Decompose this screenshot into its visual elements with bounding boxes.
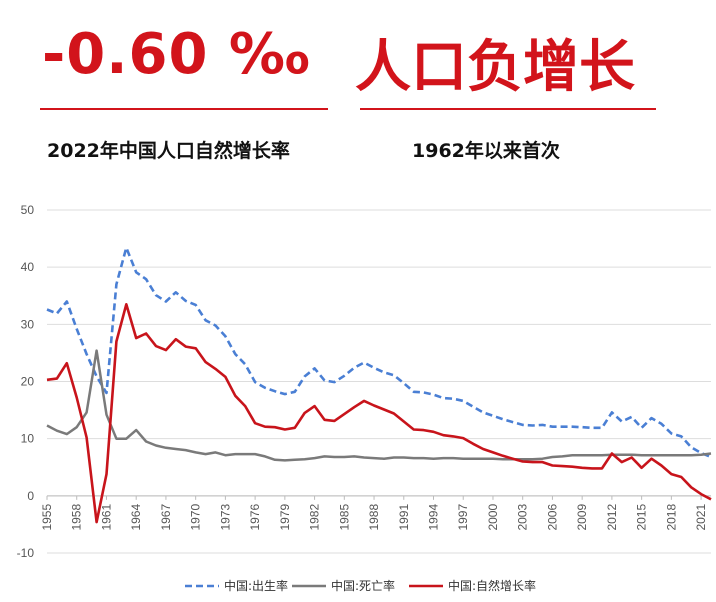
- x-tick-label: 2012: [605, 504, 619, 531]
- headline-rate: -0.60 ‰: [42, 22, 311, 87]
- y-tick-label: 30: [21, 317, 35, 331]
- x-tick-label: 1985: [337, 504, 351, 531]
- y-tick-label: -10: [17, 546, 35, 560]
- series-line-natural: [46, 303, 712, 524]
- legend: 中国:出生率 中国:死亡率 中国:自然增长率: [185, 578, 536, 593]
- x-tick-label: 1994: [427, 504, 441, 531]
- x-tick-label: 2021: [694, 504, 708, 531]
- x-tick-label: 1997: [456, 504, 470, 531]
- subtitle-left: 2022年中国人口自然增长率: [47, 140, 290, 162]
- series-lines: [46, 246, 712, 524]
- y-tick-label: 50: [21, 203, 35, 217]
- subtitle-right: 1962年以来首次: [412, 140, 560, 162]
- x-tick-label: 1991: [397, 504, 411, 531]
- x-tick-label: 1976: [248, 504, 262, 531]
- x-tick-label: 2015: [635, 504, 649, 531]
- y-axis: -10 0 10 20 30 40 50: [17, 203, 35, 560]
- x-tick-label: 2006: [545, 504, 559, 531]
- x-tick-label: 1988: [367, 504, 381, 531]
- x-tick-label: 2018: [664, 504, 678, 531]
- y-tick-label: 10: [21, 432, 35, 446]
- x-tick-label: 1982: [308, 504, 322, 531]
- x-tick-label: 1970: [189, 504, 203, 531]
- x-tick-label: 1979: [278, 504, 292, 531]
- legend-label-death: 中国:死亡率: [331, 578, 395, 593]
- divider-left: [40, 108, 328, 110]
- series-line-death: [46, 349, 712, 462]
- y-tick-label: 40: [21, 260, 35, 274]
- x-tick-label: 1961: [99, 504, 113, 531]
- legend-label-birth: 中国:出生率: [224, 578, 288, 593]
- y-tick-label: 0: [27, 489, 34, 503]
- x-tick-label: 2003: [516, 504, 530, 531]
- x-tick-label: 1964: [129, 504, 143, 531]
- gridlines: [47, 209, 711, 554]
- x-tick-label: 1955: [40, 504, 54, 531]
- x-tick-label: 2000: [486, 504, 500, 531]
- x-axis: 1955 1958 1961 1964 1967 1970 1973 1976 1979 1982…: [40, 495, 711, 531]
- y-tick-label: 20: [21, 375, 35, 389]
- divider-right: [360, 108, 656, 110]
- legend-label-natural: 中国:自然增长率: [448, 578, 536, 593]
- x-tick-label: 2009: [575, 504, 589, 531]
- x-tick-label: 1973: [218, 504, 232, 531]
- headline-title: 人口负增长: [355, 35, 635, 100]
- x-tick-label: 1958: [70, 504, 84, 531]
- x-tick-label: 1967: [159, 504, 173, 531]
- series-line-birth: [46, 246, 712, 459]
